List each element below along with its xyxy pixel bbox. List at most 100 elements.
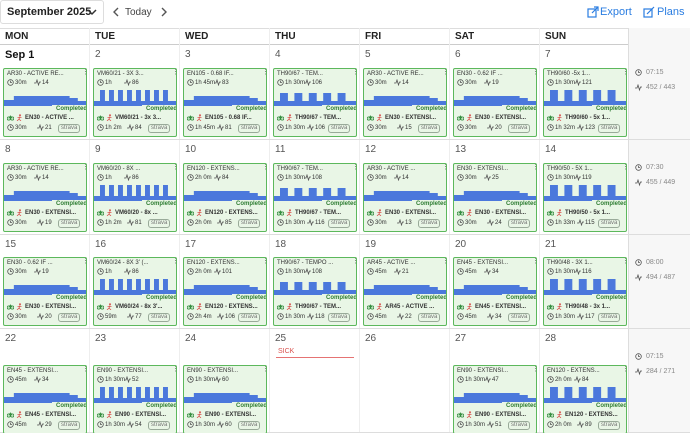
source-badge: strava	[148, 421, 171, 430]
planned-load: 34	[42, 377, 49, 383]
activity-title: EN45 - EXTENSI...	[475, 304, 527, 310]
source-badge: strava	[238, 421, 261, 430]
activity-title: TH90/48 - 3x 1...	[565, 304, 611, 310]
bike-icon	[7, 210, 14, 216]
month-select[interactable]: September 2025	[0, 0, 104, 24]
activity-duration: 30m	[375, 220, 387, 226]
date-label: 28	[545, 333, 557, 344]
note-line	[276, 357, 354, 358]
source-badge: strava	[598, 421, 621, 430]
activity-duration: 1h 33m	[555, 220, 576, 226]
clock-icon	[457, 313, 464, 320]
more-icon: ⋮	[622, 258, 626, 266]
source-badge: strava	[58, 421, 81, 430]
activity-duration: 1h 45m	[195, 125, 216, 131]
next-button[interactable]	[160, 7, 168, 17]
workout-card[interactable]: TH90/67 - TEMPO ... ⋮ 1h 30m 108 Completed TH…	[273, 257, 357, 326]
workout-card[interactable]: EN45 - EXTENSI... ⋮ 45m 34 Completed EN45 - E…	[453, 257, 537, 326]
activity-duration: 1h 30m	[465, 422, 486, 428]
clock-icon	[97, 376, 104, 383]
more-icon: ⋮	[262, 69, 266, 77]
load-icon	[127, 219, 134, 226]
clock-icon	[187, 421, 194, 428]
activity-duration: 45m	[375, 314, 387, 320]
activity-duration: 30m	[15, 314, 27, 320]
clock-icon	[277, 219, 284, 226]
status-label: Completed	[592, 105, 626, 113]
planned-load: 86	[132, 80, 139, 86]
week-divider	[0, 234, 690, 235]
week-divider	[0, 139, 690, 140]
prev-button[interactable]	[112, 7, 120, 17]
status-label: Completed	[52, 200, 86, 208]
workout-card[interactable]: EN120 - EXTENS... ⋮ 2h 0m 101 Completed EN120…	[183, 257, 267, 326]
more-icon: ⋮	[352, 258, 356, 266]
load-icon	[487, 313, 494, 320]
plans-button[interactable]: Plans	[657, 6, 685, 18]
workout-card[interactable]: AR30 - ACTIVE ... ⋮ 30m 14 Completed EN30 - E…	[363, 163, 447, 232]
run-icon	[106, 303, 112, 310]
today-button[interactable]: Today	[125, 7, 152, 18]
more-icon: ⋮	[442, 164, 446, 172]
status-label: Completed	[232, 105, 266, 113]
workout-card[interactable]: AR45 - ACTIVE ... ⋮ 45m 21 Completed AR45 - A…	[363, 257, 447, 326]
activity-load: 116	[315, 220, 325, 226]
date-label: 23	[95, 333, 107, 344]
activity-duration: 1h 30m	[285, 220, 306, 226]
load-icon	[574, 79, 581, 86]
activity-duration: 1h 30m	[555, 314, 576, 320]
run-icon	[286, 209, 292, 216]
export-button[interactable]: Export	[600, 6, 632, 18]
workout-card[interactable]: TH90/50 - 5X 1... ⋮ 1h 30m 119 Completed TH90…	[543, 163, 627, 232]
workout-title: AR30 - ACTIVE RE...	[367, 71, 424, 77]
activity-load: 85	[225, 220, 232, 226]
workout-card[interactable]: EN30 - 0.62 IF ... ⋮ 30m 19 Completed EN30 - …	[453, 68, 537, 137]
clock-icon	[277, 268, 284, 275]
workout-card[interactable]: VM60/21 - 3X 3... ⋮ 1h 86 Completed VM60/21 -…	[93, 68, 177, 137]
workout-title: AR30 - ACTIVE ...	[367, 166, 416, 172]
workout-card[interactable]: EN30 - 0.62 IF ... ⋮ 30m 19 Completed EN30 - …	[3, 257, 87, 326]
clock-icon	[547, 268, 554, 275]
activity-duration: 1h 30m	[195, 422, 216, 428]
workout-card[interactable]: VM60/24 - 8X 3' (... ⋮ 1h 86 Completed VM60/2…	[93, 257, 177, 326]
workout-card[interactable]: EN90 - EXTENSI... ⋮ 1h 30m 60 Completed EN90 …	[183, 365, 267, 433]
workout-card[interactable]: EN30 - EXTENSI... ⋮ 30m 25 Completed EN30 - E…	[453, 163, 537, 232]
workout-card[interactable]: VM60/20 - 8X ... ⋮ 1h 86 Completed VM60/20 - …	[93, 163, 177, 232]
run-icon	[466, 411, 472, 418]
workout-card[interactable]: TH90/67 - TEM... ⋮ 1h 30m 106 Completed TH90/…	[273, 68, 357, 137]
clock-icon	[367, 124, 374, 131]
workout-card[interactable]: TH90/60 -5x 1... ⋮ 1h 30m 121 Completed TH90/…	[543, 68, 627, 137]
more-icon: ⋮	[82, 258, 86, 266]
workout-profile	[454, 191, 536, 201]
workout-card[interactable]: EN120 - EXTENS... ⋮ 2h 0m 84 Completed EN120 …	[183, 163, 267, 232]
planned-duration: 2h 0m	[195, 175, 212, 181]
load-icon	[37, 313, 44, 320]
source-badge: strava	[58, 219, 81, 228]
workout-card[interactable]: EN45 - EXTENSI... ⋮ 45m 34 Completed EN45 - E…	[3, 365, 87, 433]
workout-card[interactable]: AR30 - ACTIVE RE... ⋮ 30m 14 Completed EN30 -…	[3, 163, 87, 232]
status-label: Completed	[592, 294, 626, 302]
workout-card[interactable]: AR30 - ACTIVE RE... ⋮ 30m 14 Completed EN30 -…	[3, 68, 87, 137]
date-label: 10	[185, 144, 197, 155]
workout-card[interactable]: AR30 - ACTIVE RE... ⋮ 30m 14 Completed EN30 -…	[363, 68, 447, 137]
workout-card[interactable]: TH90/48 - 3X 1... ⋮ 1h 30m 116 Completed TH90…	[543, 257, 627, 326]
workout-card[interactable]: EN120 - EXTENS... ⋮ 2h 0m 84 Completed EN120 …	[543, 365, 627, 433]
activity-title: EN120 - EXTENS...	[565, 412, 618, 418]
workout-card[interactable]: EN90 - EXTENSI... ⋮ 1h 30m 47 Completed EN90 …	[453, 365, 537, 433]
date-label: Sep 1	[5, 49, 35, 61]
workout-profile	[184, 191, 266, 201]
clock-icon	[547, 124, 554, 131]
clock-icon	[457, 219, 464, 226]
more-icon: ⋮	[172, 258, 176, 266]
status-label: Completed	[52, 105, 86, 113]
date-label: 11	[275, 144, 286, 155]
date-label: 21	[545, 239, 557, 250]
clock-icon	[97, 79, 104, 86]
bike-icon	[457, 115, 464, 121]
source-badge: strava	[418, 124, 441, 133]
activity-duration: 1h 30m	[105, 422, 126, 428]
load-icon	[394, 79, 401, 86]
workout-card[interactable]: EN105 - 0.68 IF... ⋮ 1h 45m 83 Completed EN10…	[183, 68, 267, 137]
workout-card[interactable]: EN90 - EXTENSI... ⋮ 1h 30m 52 Completed EN90 …	[93, 365, 177, 433]
workout-card[interactable]: TH90/67 - TEM... ⋮ 1h 30m 108 Completed TH90/…	[273, 163, 357, 232]
